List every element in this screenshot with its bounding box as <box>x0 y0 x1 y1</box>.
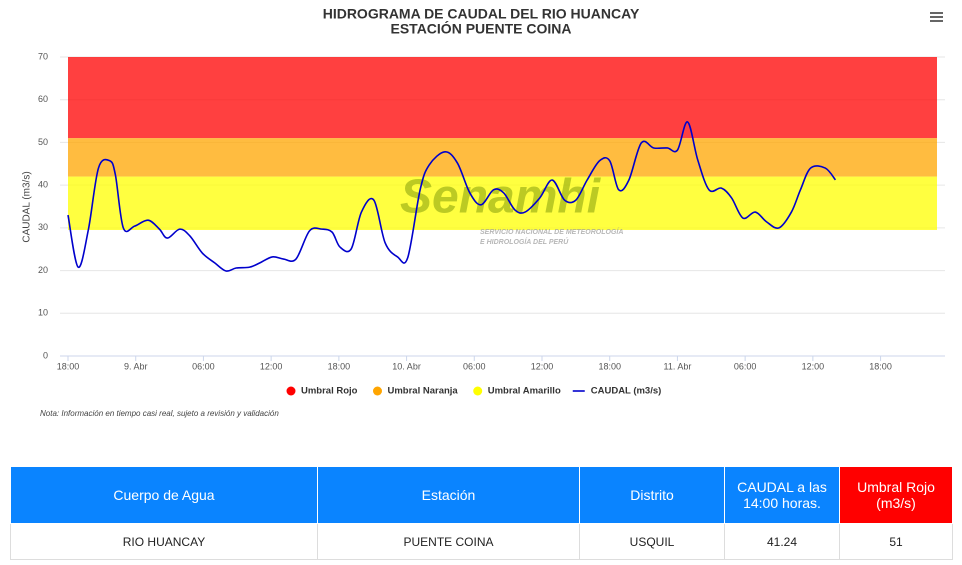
legend-label: Umbral Rojo <box>301 386 358 397</box>
cell: USQUIL <box>579 523 725 560</box>
x-tick-label: 18:00 <box>328 361 351 371</box>
chart-title: HIDROGRAMA DE CAUDAL DEL RIO HUANCAY <box>323 6 640 22</box>
legend-label: Umbral Amarillo <box>488 386 561 397</box>
x-tick-label: 11. Abr <box>663 361 691 371</box>
cell: 51 <box>839 523 953 560</box>
header-cell: Cuerpo de Agua <box>10 466 318 524</box>
watermark-text: E HIDROLOGÍA DEL PERÚ <box>480 237 569 246</box>
threshold-band <box>68 176 937 230</box>
cell: PUENTE COINA <box>317 523 580 560</box>
cell: 41.24 <box>724 523 840 560</box>
legend-label: Umbral Naranja <box>387 386 458 397</box>
x-tick-label: 10. Abr <box>392 361 421 371</box>
x-tick-label: 12:00 <box>260 361 283 371</box>
y-tick-label: 10 <box>38 308 48 318</box>
chart: HIDROGRAMA DE CAUDAL DEL RIO HUANCAY EST… <box>22 6 945 418</box>
x-tick-label: 18:00 <box>598 361 621 371</box>
x-tick-label: 12:00 <box>531 361 554 371</box>
watermark-text: SERVICIO NACIONAL DE METEOROLOGÍA <box>480 227 623 236</box>
data-line <box>67 121 837 272</box>
legend-symbol <box>372 386 382 396</box>
legend-label: CAUDAL (m3/s) <box>591 386 662 397</box>
chart-title: ESTACIÓN PUENTE COINA <box>391 20 572 37</box>
y-tick-label: 40 <box>38 180 48 190</box>
data-table: Cuerpo de Agua Estación Distrito CAUDAL a l… <box>10 466 953 560</box>
y-axis-title: CAUDAL (m3/s) <box>22 171 33 242</box>
y-tick-label: 60 <box>38 94 48 104</box>
legend-symbol <box>286 386 296 396</box>
cell: RIO HUANCAY <box>10 523 318 560</box>
x-tick-label: 18:00 <box>57 361 80 371</box>
menu-icon[interactable] <box>930 12 943 22</box>
x-tick-label: 06:00 <box>463 361 486 371</box>
y-tick-label: 0 <box>43 350 48 360</box>
x-tick-label: 12:00 <box>802 361 825 371</box>
header-cell: Estación <box>317 466 580 524</box>
note: Nota: Información en tiempo casi real, s… <box>40 409 279 418</box>
x-tick-label: 9. Abr <box>124 361 148 371</box>
threshold-band <box>68 138 937 177</box>
x-tick-label: 06:00 <box>734 361 757 371</box>
header-cell: Distrito <box>579 466 725 524</box>
x-tick-label: 18:00 <box>869 361 892 371</box>
y-tick-label: 70 <box>38 51 48 61</box>
legend-symbol <box>473 386 483 396</box>
header-cell: CAUDAL a las 14:00 horas. <box>724 466 840 524</box>
x-tick-label: 06:00 <box>192 361 215 371</box>
y-tick-label: 30 <box>38 222 48 232</box>
y-tick-label: 20 <box>38 265 48 275</box>
y-tick-label: 50 <box>38 137 48 147</box>
threshold-band <box>68 57 937 139</box>
header-cell: Umbral Rojo (m3/s) <box>839 466 953 524</box>
watermark: Senamhi <box>400 171 602 224</box>
